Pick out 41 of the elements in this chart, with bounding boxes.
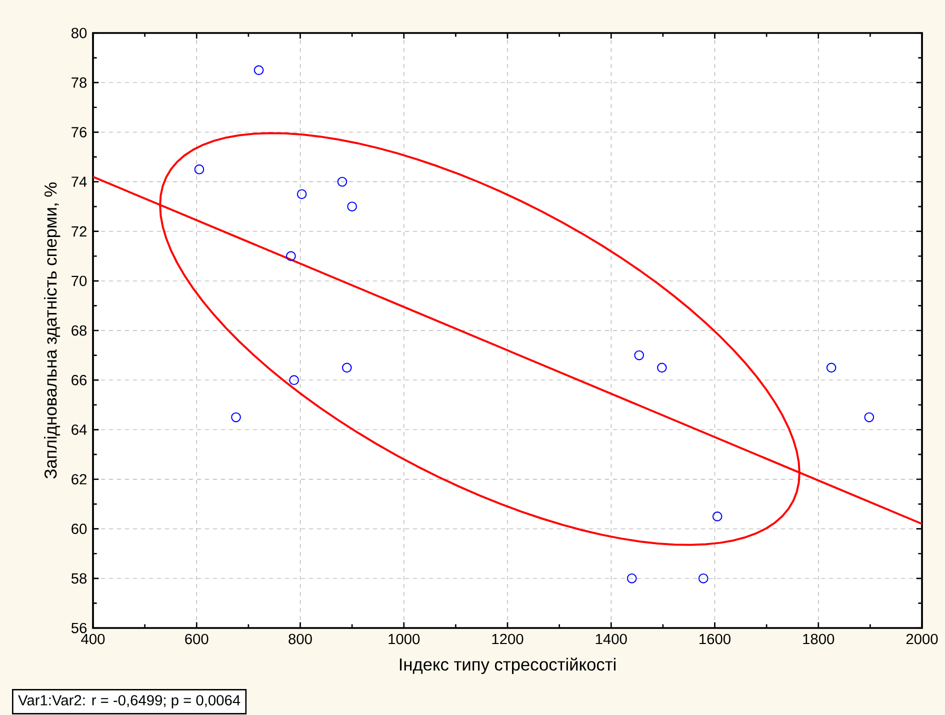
x-tick-label: 1000 <box>388 634 420 644</box>
point <box>864 412 874 422</box>
x-tick-label: 2000 <box>906 634 938 644</box>
point <box>656 362 667 373</box>
point <box>826 362 836 373</box>
point <box>626 573 637 584</box>
y-tick-label: 60 <box>72 524 87 534</box>
x-axis-title: Індекс типу стресостійкості <box>400 658 616 674</box>
y-tick-label: 62 <box>72 474 86 484</box>
x-tick-label: 400 <box>81 634 105 644</box>
point <box>712 512 722 522</box>
y-tick-label: 58 <box>71 573 87 584</box>
point <box>296 189 307 200</box>
point <box>254 65 264 76</box>
x-tick-label: 1600 <box>700 634 730 644</box>
y-tick-label: 80 <box>71 28 87 38</box>
y-tick-label: 64 <box>72 424 87 435</box>
y-tick-label: 78 <box>72 77 87 88</box>
y-tick-label: 72 <box>72 226 86 236</box>
point <box>337 176 348 187</box>
point <box>231 412 241 422</box>
y-tick-label: 76 <box>72 126 87 138</box>
y-tick-label: 68 <box>72 325 87 336</box>
x-tick-label: 1400 <box>596 634 627 644</box>
x-tick-label: 800 <box>288 634 312 644</box>
x-tick-label: 1800 <box>803 634 834 644</box>
point <box>634 350 644 360</box>
x-tick-label: 1200 <box>492 634 524 644</box>
y-axis-title: Заплідновальна здатність сперми, % <box>44 182 60 479</box>
point <box>289 375 299 386</box>
y-tick-label: 70 <box>72 276 87 286</box>
y-tick-label: 74 <box>72 176 87 187</box>
point <box>698 573 708 584</box>
point <box>286 251 296 262</box>
point <box>194 164 204 174</box>
x-tick-label: 600 <box>185 634 208 644</box>
y-tick-label: 66 <box>72 374 87 386</box>
point <box>347 202 358 212</box>
text: Var1:Var2: r = -0,6499; p = 0,0064 <box>18 695 240 708</box>
y-tick-label: 56 <box>71 622 87 634</box>
point <box>342 362 352 373</box>
